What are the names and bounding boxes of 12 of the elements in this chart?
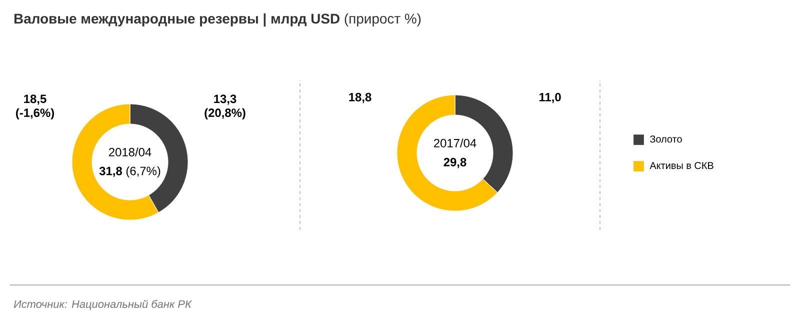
text: Источник: Национальный банк РК xyxy=(14,300,192,310)
text: 31,8 (6,7%) xyxy=(99,166,160,178)
chart-title: Валовые международные резервы | млрд USD (прирост %) xyxy=(14,13,421,27)
legend-label: Золото xyxy=(650,136,682,143)
legend-label: Активы в СКВ xyxy=(650,162,714,170)
data-label: 13,3 (20,8%) xyxy=(204,94,246,120)
text: 2017/04 xyxy=(434,138,476,148)
data-label: 11,0 xyxy=(539,92,561,104)
data-label: 18,5 (-1,6%) xyxy=(16,94,54,120)
text: 29,8 xyxy=(444,158,466,168)
data-label: 18,8 xyxy=(349,92,372,104)
text: 2018/04 xyxy=(108,148,152,156)
